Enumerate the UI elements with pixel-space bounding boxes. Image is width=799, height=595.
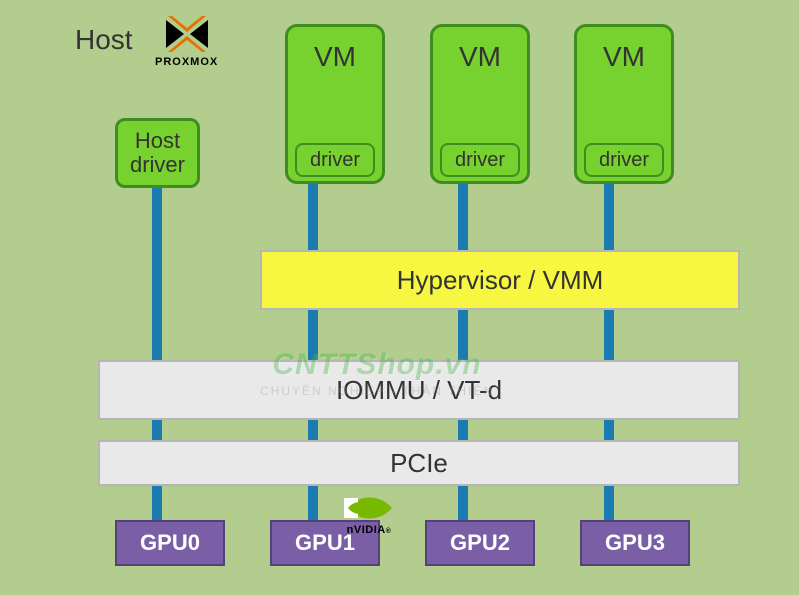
nvidia-eye-icon [340, 490, 398, 526]
connector-line [604, 184, 614, 250]
hypervisor-bar: Hypervisor / VMM [260, 250, 740, 310]
connector-line [458, 184, 468, 250]
vm-driver-box: driver [440, 143, 520, 177]
vm-box: VM driver [285, 24, 385, 184]
diagram-canvas: Host PROXMOXHostdriverVMdriverVMdriverVM… [0, 0, 799, 595]
nvidia-logo: nVIDIA® [340, 490, 398, 536]
connector-line [152, 420, 162, 440]
vm-box: VM driver [574, 24, 674, 184]
vm-driver-box: driver [584, 143, 664, 177]
connector-line [604, 420, 614, 440]
connector-line [308, 184, 318, 250]
connector-line [458, 420, 468, 440]
connector-line [604, 310, 614, 360]
gpu-box: GPU3 [580, 520, 690, 566]
connector-line [458, 310, 468, 360]
connector-line [308, 420, 318, 440]
vm-driver-box: driver [295, 143, 375, 177]
proxmox-label: PROXMOX [155, 56, 218, 68]
connector-line [308, 486, 318, 520]
connector-line [308, 310, 318, 360]
iommu-bar: IOMMU / VT-d [98, 360, 740, 420]
proxmox-x-icon [164, 14, 210, 54]
vm-label: VM [459, 41, 501, 73]
pcie-bar: PCIe [98, 440, 740, 486]
gpu-box: GPU2 [425, 520, 535, 566]
connector-line [152, 486, 162, 520]
connector-line [604, 486, 614, 520]
connector-line [152, 188, 162, 360]
vm-box: VM driver [430, 24, 530, 184]
connector-line [458, 486, 468, 520]
vm-label: VM [314, 41, 356, 73]
vm-label: VM [603, 41, 645, 73]
host-driver-line2: driver [130, 153, 185, 177]
gpu-box: GPU0 [115, 520, 225, 566]
proxmox-logo: PROXMOX [155, 14, 218, 68]
host-label: Host [75, 24, 133, 56]
host-driver-box: Hostdriver [115, 118, 200, 188]
nvidia-label: nVIDIA® [347, 524, 392, 536]
host-driver-line1: Host [135, 129, 180, 153]
